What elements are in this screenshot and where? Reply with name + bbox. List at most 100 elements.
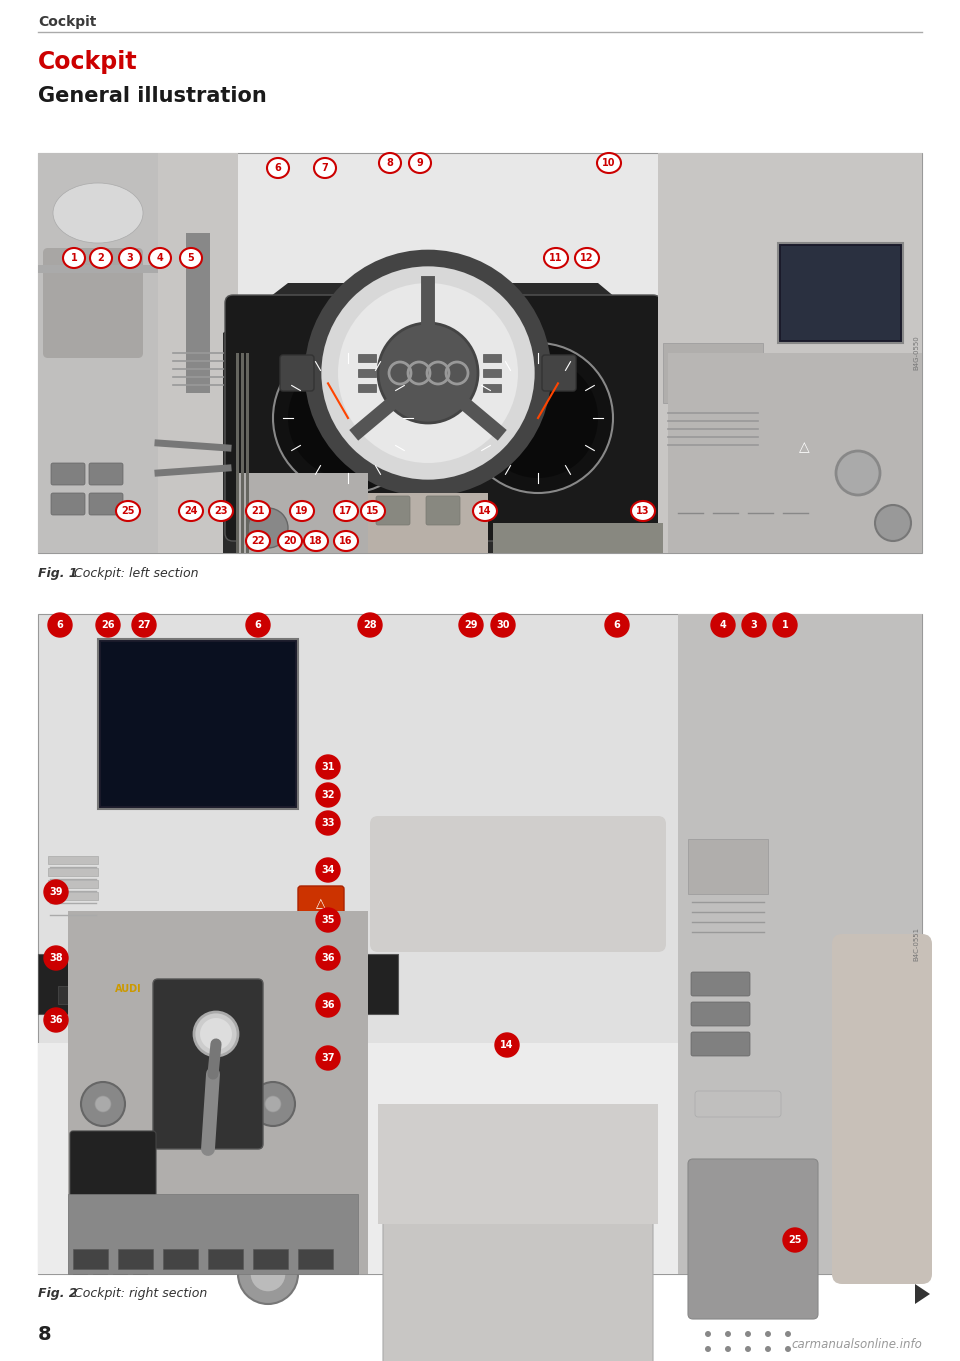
Bar — [358, 493, 488, 553]
FancyBboxPatch shape — [867, 979, 917, 1068]
Text: △: △ — [799, 440, 809, 455]
Text: 28: 28 — [363, 621, 377, 630]
Ellipse shape — [119, 248, 141, 268]
Circle shape — [605, 612, 629, 637]
FancyBboxPatch shape — [43, 248, 143, 358]
Text: 26: 26 — [101, 621, 115, 630]
Text: 7: 7 — [322, 163, 328, 173]
Circle shape — [246, 612, 270, 637]
Circle shape — [765, 1331, 771, 1337]
Bar — [186, 233, 210, 393]
Bar — [678, 614, 922, 1274]
Circle shape — [316, 994, 340, 1017]
Text: 27: 27 — [137, 621, 151, 630]
Ellipse shape — [290, 501, 314, 521]
Circle shape — [265, 1096, 281, 1112]
Bar — [48, 891, 98, 900]
Text: 4: 4 — [720, 621, 727, 630]
Bar — [38, 614, 922, 1274]
Bar — [73, 1264, 87, 1274]
Circle shape — [773, 612, 797, 637]
Bar — [68, 1194, 358, 1274]
Bar — [48, 868, 98, 876]
Bar — [246, 352, 249, 553]
Circle shape — [338, 283, 518, 463]
Text: 6: 6 — [613, 621, 620, 630]
Text: 15: 15 — [367, 506, 380, 516]
Circle shape — [316, 783, 340, 807]
Ellipse shape — [246, 501, 270, 521]
FancyBboxPatch shape — [68, 911, 368, 1274]
Circle shape — [745, 1346, 751, 1351]
Ellipse shape — [304, 531, 328, 551]
Circle shape — [316, 946, 340, 970]
Text: 8: 8 — [387, 158, 394, 167]
Text: 21: 21 — [252, 506, 265, 516]
Text: 39: 39 — [49, 887, 62, 897]
Bar — [483, 369, 501, 377]
Ellipse shape — [246, 531, 270, 551]
Circle shape — [875, 505, 911, 542]
Text: Cockpit: Cockpit — [38, 50, 137, 73]
Bar — [101, 642, 295, 806]
FancyBboxPatch shape — [691, 1002, 750, 1026]
FancyBboxPatch shape — [51, 463, 85, 485]
Bar — [253, 1249, 288, 1268]
FancyBboxPatch shape — [70, 1131, 156, 1198]
Ellipse shape — [597, 152, 621, 173]
Text: 14: 14 — [478, 506, 492, 516]
FancyBboxPatch shape — [89, 493, 123, 514]
Text: 3: 3 — [751, 621, 757, 630]
Polygon shape — [223, 283, 658, 553]
Circle shape — [248, 508, 288, 548]
Bar — [38, 152, 922, 553]
Ellipse shape — [379, 152, 401, 173]
Text: 9: 9 — [417, 158, 423, 167]
Bar — [378, 1104, 658, 1224]
Ellipse shape — [631, 501, 655, 521]
Ellipse shape — [116, 501, 140, 521]
Bar — [781, 246, 900, 340]
Text: 6: 6 — [275, 163, 281, 173]
Circle shape — [495, 1033, 519, 1057]
Circle shape — [705, 1331, 711, 1337]
Bar — [658, 152, 922, 553]
Bar — [236, 352, 239, 553]
Circle shape — [238, 1244, 298, 1304]
Text: 36: 36 — [49, 1015, 62, 1025]
Ellipse shape — [278, 531, 302, 551]
Bar — [38, 265, 158, 274]
FancyBboxPatch shape — [783, 430, 824, 465]
Bar — [778, 244, 903, 343]
Text: 1: 1 — [781, 621, 788, 630]
Ellipse shape — [63, 248, 85, 268]
FancyBboxPatch shape — [225, 295, 661, 542]
Bar — [133, 1264, 147, 1274]
Text: General illustration: General illustration — [38, 86, 267, 106]
Text: 30: 30 — [496, 621, 510, 630]
Circle shape — [725, 1346, 731, 1351]
Text: 8: 8 — [38, 1326, 52, 1345]
Circle shape — [313, 259, 543, 489]
Text: 19: 19 — [296, 506, 309, 516]
Text: 5: 5 — [187, 253, 194, 263]
Circle shape — [765, 1346, 771, 1351]
Text: 34: 34 — [322, 866, 335, 875]
Bar — [688, 838, 768, 894]
Text: Cockpit: left section: Cockpit: left section — [70, 566, 199, 580]
Text: 25: 25 — [788, 1234, 802, 1245]
Bar — [413, 403, 473, 453]
Ellipse shape — [544, 248, 568, 268]
Text: Fig. 1: Fig. 1 — [38, 566, 78, 580]
Bar — [113, 1264, 127, 1274]
Ellipse shape — [314, 158, 336, 178]
Circle shape — [316, 857, 340, 882]
Text: 37: 37 — [322, 1053, 335, 1063]
Text: 24: 24 — [184, 506, 198, 516]
FancyBboxPatch shape — [490, 1155, 546, 1177]
Bar — [38, 954, 398, 1014]
Text: 12: 12 — [580, 253, 593, 263]
Bar — [158, 152, 238, 553]
Circle shape — [745, 1331, 751, 1337]
Ellipse shape — [473, 501, 497, 521]
